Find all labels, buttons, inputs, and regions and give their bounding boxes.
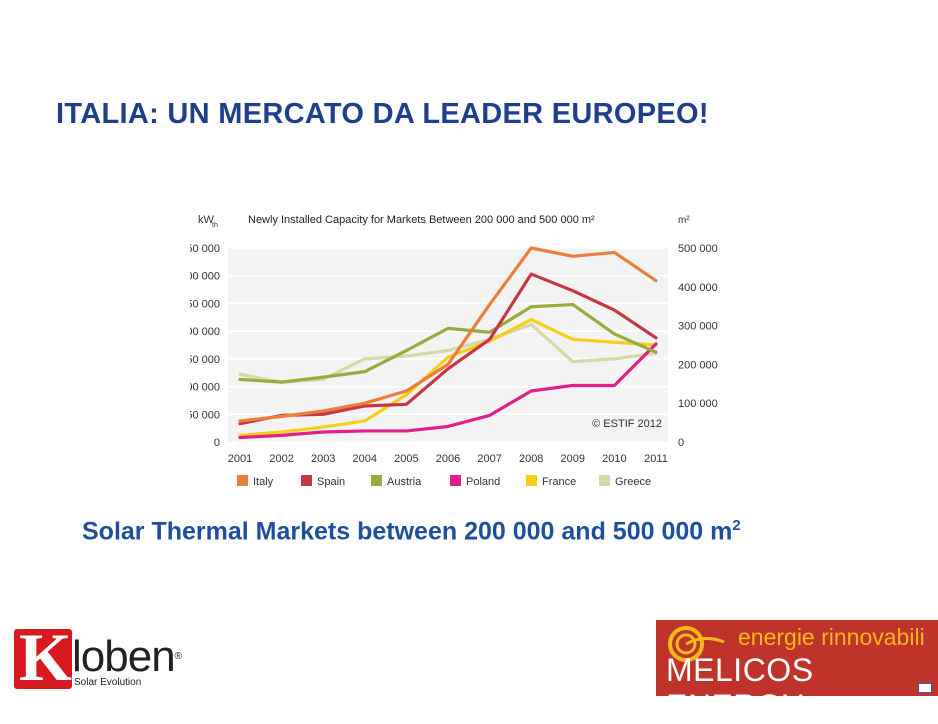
x-tick-label: 2004 xyxy=(353,453,377,465)
x-tick-label: 2011 xyxy=(644,453,668,465)
melicos-badge-icon xyxy=(918,683,932,693)
series-line-poland xyxy=(238,342,658,440)
legend-label-greece: Greece xyxy=(615,476,651,488)
kloben-registered-mark: ® xyxy=(174,651,182,662)
y2-tick-label: 0 xyxy=(678,437,684,449)
x-tick-label: 2008 xyxy=(519,453,543,465)
x-tick-label: 2002 xyxy=(269,453,293,465)
y2-tick-label: 500 000 xyxy=(678,243,718,255)
y-tick-label: 250 000 xyxy=(190,298,220,310)
slide-title: ITALIA: UN MERCATO DA LEADER EUROPEO! xyxy=(56,98,709,130)
x-tick-label: 2005 xyxy=(394,453,418,465)
legend-label-austria: Austria xyxy=(387,476,422,488)
slide-subtitle: Solar Thermal Markets between 200 000 an… xyxy=(82,517,741,546)
subtitle-superscript: 2 xyxy=(732,517,741,534)
y2-tick-label: 100 000 xyxy=(678,398,718,410)
legend-swatch-italy xyxy=(237,475,248,486)
kloben-word-text: loben xyxy=(72,632,176,681)
chart-svg: 0 50 000 100 000 150 000 200 000 250 000 300 0… xyxy=(190,214,718,488)
chart-title: Newly Installed Capacity for Markets Bet… xyxy=(248,214,595,226)
y2-tick-label: 200 000 xyxy=(678,359,718,371)
y2-tick-label: 300 000 xyxy=(678,321,718,333)
sun-swirl-icon xyxy=(668,626,725,662)
y-axis-label-left-subscript: th xyxy=(212,222,218,229)
chart-copyright: © ESTIF 2012 xyxy=(592,418,662,430)
kloben-logo-word: loben® xyxy=(72,632,182,681)
legend-swatch-france xyxy=(526,475,537,486)
kloben-tagline: Solar Evolution xyxy=(74,677,142,688)
legend-swatch-greece xyxy=(599,475,610,486)
series-line-austria xyxy=(238,302,658,384)
legend-swatch-spain xyxy=(301,475,312,486)
melicos-energy-logo: energie rinnovabili MELICOS ENERGY xyxy=(656,620,938,724)
y-axis-label-left: kW xyxy=(198,214,215,226)
x-tick-label: 2006 xyxy=(436,453,460,465)
x-tick-label: 2007 xyxy=(477,453,501,465)
legend-label-spain: Spain xyxy=(317,476,345,488)
y-tick-label: 300 000 xyxy=(190,271,220,283)
legend-label-france: France xyxy=(542,476,576,488)
series-line-france xyxy=(238,317,658,437)
subtitle-text: Solar Thermal Markets between 200 000 an… xyxy=(82,517,733,546)
legend-label-poland: Poland xyxy=(466,476,500,488)
legend-swatch-poland xyxy=(450,475,461,486)
kloben-logo: K loben® Solar Evolution xyxy=(14,619,214,695)
x-tick-label: 2009 xyxy=(561,453,585,465)
y-tick-label: 200 000 xyxy=(190,326,220,338)
series-line-spain xyxy=(238,272,658,426)
melicos-name: MELICOS ENERGY xyxy=(666,652,814,724)
y-tick-label: 50 000 xyxy=(190,409,220,421)
series-line-italy xyxy=(238,246,658,423)
legend-swatch-austria xyxy=(371,475,382,486)
y-tick-label: 350 000 xyxy=(190,243,220,255)
line-chart: 0 50 000 100 000 150 000 200 000 250 000 300 0… xyxy=(190,205,730,495)
kloben-logo-mark xyxy=(14,629,72,689)
x-tick-label: 2010 xyxy=(602,453,626,465)
y-axis-label-right: m² xyxy=(678,215,690,226)
y-tick-label: 150 000 xyxy=(190,354,220,366)
y-tick-label: 0 xyxy=(214,437,220,449)
x-tick-label: 2003 xyxy=(311,453,335,465)
kloben-logo-letter: K xyxy=(19,619,72,695)
plot-area xyxy=(228,248,668,442)
y2-tick-label: 400 000 xyxy=(678,282,718,294)
legend-label-italy: Italy xyxy=(253,476,274,488)
x-tick-label: 2001 xyxy=(228,453,252,465)
melicos-tagline: energie rinnovabili xyxy=(738,624,925,650)
y-tick-label: 100 000 xyxy=(190,382,220,394)
